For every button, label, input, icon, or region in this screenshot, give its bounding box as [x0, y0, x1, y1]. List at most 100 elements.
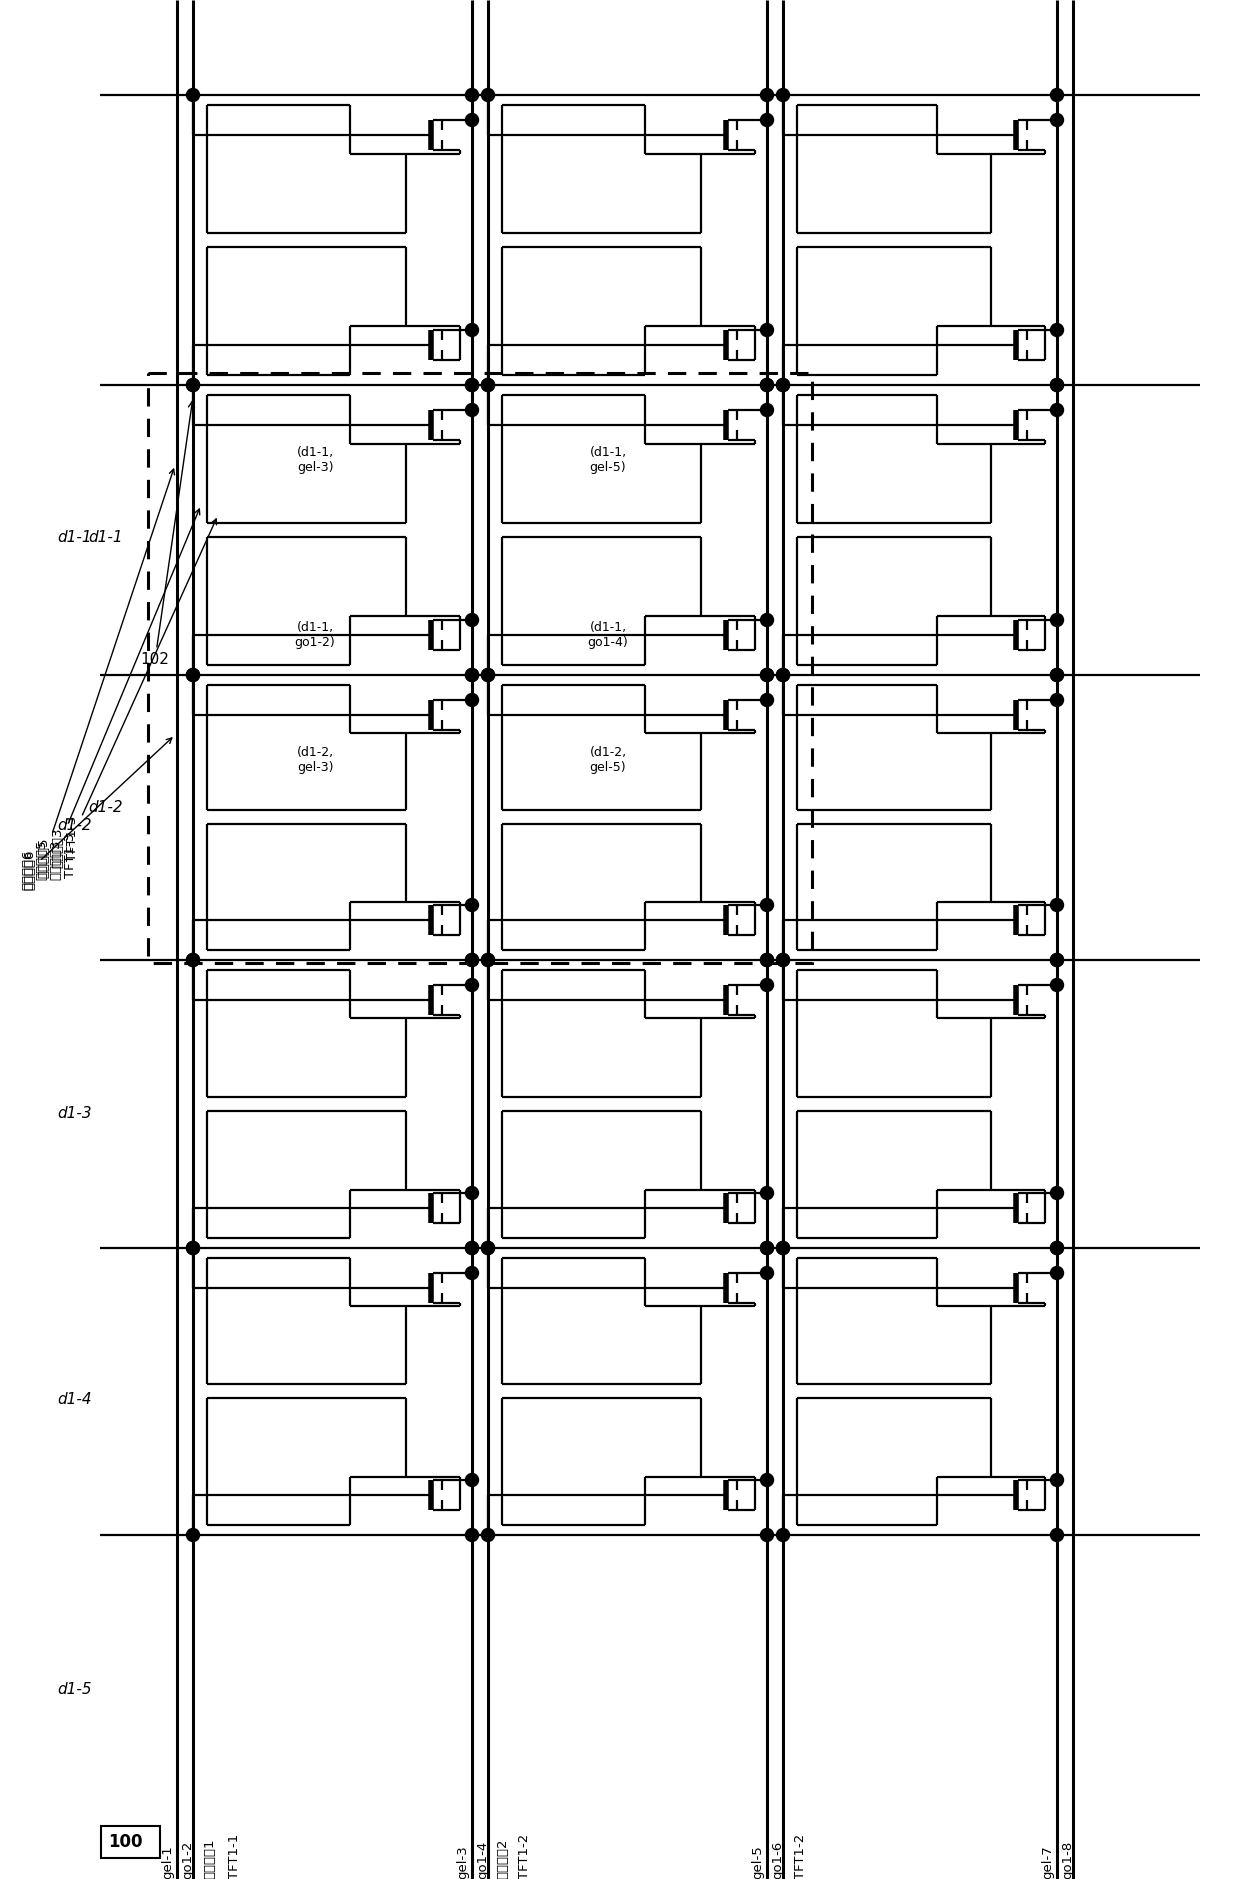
Circle shape — [776, 669, 790, 682]
Circle shape — [465, 898, 479, 911]
Circle shape — [465, 1266, 479, 1280]
Circle shape — [481, 378, 495, 391]
Text: go1-4: go1-4 — [476, 1841, 490, 1879]
Circle shape — [1050, 1186, 1064, 1199]
Circle shape — [1050, 1242, 1064, 1255]
Circle shape — [465, 378, 479, 391]
Circle shape — [760, 113, 774, 126]
Circle shape — [465, 1186, 479, 1199]
Circle shape — [186, 378, 200, 391]
Circle shape — [1050, 113, 1064, 126]
Text: (d1-2,
gel-3): (d1-2, gel-3) — [296, 746, 334, 774]
Circle shape — [776, 669, 790, 682]
Circle shape — [776, 953, 790, 966]
Circle shape — [1050, 1242, 1064, 1255]
Circle shape — [1050, 378, 1064, 391]
Circle shape — [1050, 669, 1064, 682]
Circle shape — [465, 113, 479, 126]
Circle shape — [1050, 323, 1064, 336]
Circle shape — [760, 404, 774, 417]
Circle shape — [760, 323, 774, 336]
Text: go1-8: go1-8 — [1061, 1841, 1075, 1879]
Text: TFT1-1: TFT1-1 — [228, 1834, 242, 1879]
Text: 像素电极3: 像素电极3 — [52, 509, 200, 868]
Text: d1-3: d1-3 — [58, 1107, 92, 1122]
Circle shape — [1050, 669, 1064, 682]
Text: 102: 102 — [140, 402, 195, 667]
Circle shape — [1050, 404, 1064, 417]
Text: 像素电東2: 像素电東2 — [496, 1838, 510, 1879]
Circle shape — [1050, 88, 1064, 101]
Text: go1-6: go1-6 — [771, 1841, 785, 1879]
Text: gel-7: gel-7 — [1042, 1845, 1054, 1879]
Circle shape — [465, 953, 479, 966]
Circle shape — [760, 1242, 774, 1255]
Circle shape — [465, 693, 479, 707]
Circle shape — [776, 953, 790, 966]
Circle shape — [186, 953, 200, 966]
Text: d1-1: d1-1 — [88, 530, 123, 545]
Circle shape — [760, 1266, 774, 1280]
Circle shape — [760, 953, 774, 966]
Circle shape — [1050, 1528, 1064, 1541]
Circle shape — [1050, 1473, 1064, 1486]
Circle shape — [760, 669, 774, 682]
Circle shape — [186, 669, 200, 682]
Circle shape — [465, 669, 479, 682]
Circle shape — [760, 378, 774, 391]
Circle shape — [760, 378, 774, 391]
Text: 像素电极5: 像素电极5 — [37, 470, 175, 877]
Circle shape — [1050, 898, 1064, 911]
Text: TFT1-3: TFT1-3 — [63, 832, 77, 877]
Circle shape — [760, 898, 774, 911]
Text: d1-2: d1-2 — [58, 817, 92, 832]
Circle shape — [481, 1242, 495, 1255]
Circle shape — [465, 953, 479, 966]
Text: 像素电极3: 像素电极3 — [50, 840, 62, 879]
Text: TFT1-3: TFT1-3 — [66, 519, 217, 861]
Circle shape — [1050, 953, 1064, 966]
Text: d1-5: d1-5 — [58, 1682, 92, 1697]
Circle shape — [465, 669, 479, 682]
Text: gel-1: gel-1 — [161, 1845, 175, 1879]
Circle shape — [760, 1242, 774, 1255]
Text: (d1-2,
gel-5): (d1-2, gel-5) — [589, 746, 626, 774]
Circle shape — [760, 953, 774, 966]
Circle shape — [760, 693, 774, 707]
Circle shape — [760, 1186, 774, 1199]
Circle shape — [186, 669, 200, 682]
Text: (d1-1,
gel-5): (d1-1, gel-5) — [589, 445, 626, 474]
Circle shape — [481, 378, 495, 391]
Circle shape — [481, 953, 495, 966]
Circle shape — [465, 614, 479, 626]
Circle shape — [465, 88, 479, 101]
Circle shape — [465, 378, 479, 391]
Circle shape — [1050, 1266, 1064, 1280]
Circle shape — [481, 953, 495, 966]
Circle shape — [186, 1242, 200, 1255]
Text: 100: 100 — [108, 1834, 143, 1851]
Circle shape — [481, 669, 495, 682]
Text: gel-5: gel-5 — [751, 1845, 765, 1879]
Text: (d1-1,
go1-4): (d1-1, go1-4) — [588, 620, 629, 648]
Circle shape — [1050, 979, 1064, 992]
Circle shape — [760, 669, 774, 682]
Text: 像素电東1: 像素电東1 — [203, 1838, 217, 1879]
Circle shape — [1050, 378, 1064, 391]
Circle shape — [1050, 693, 1064, 707]
Circle shape — [760, 1528, 774, 1541]
Circle shape — [481, 1242, 495, 1255]
Circle shape — [465, 1528, 479, 1541]
Circle shape — [186, 1242, 200, 1255]
Circle shape — [776, 378, 790, 391]
Circle shape — [481, 88, 495, 101]
Text: TFT1-2: TFT1-2 — [518, 1834, 532, 1879]
Circle shape — [1050, 614, 1064, 626]
Circle shape — [186, 378, 200, 391]
Circle shape — [760, 1473, 774, 1486]
Circle shape — [481, 669, 495, 682]
Circle shape — [186, 1528, 200, 1541]
Circle shape — [776, 378, 790, 391]
Circle shape — [776, 1242, 790, 1255]
Text: d1-4: d1-4 — [58, 1392, 92, 1407]
